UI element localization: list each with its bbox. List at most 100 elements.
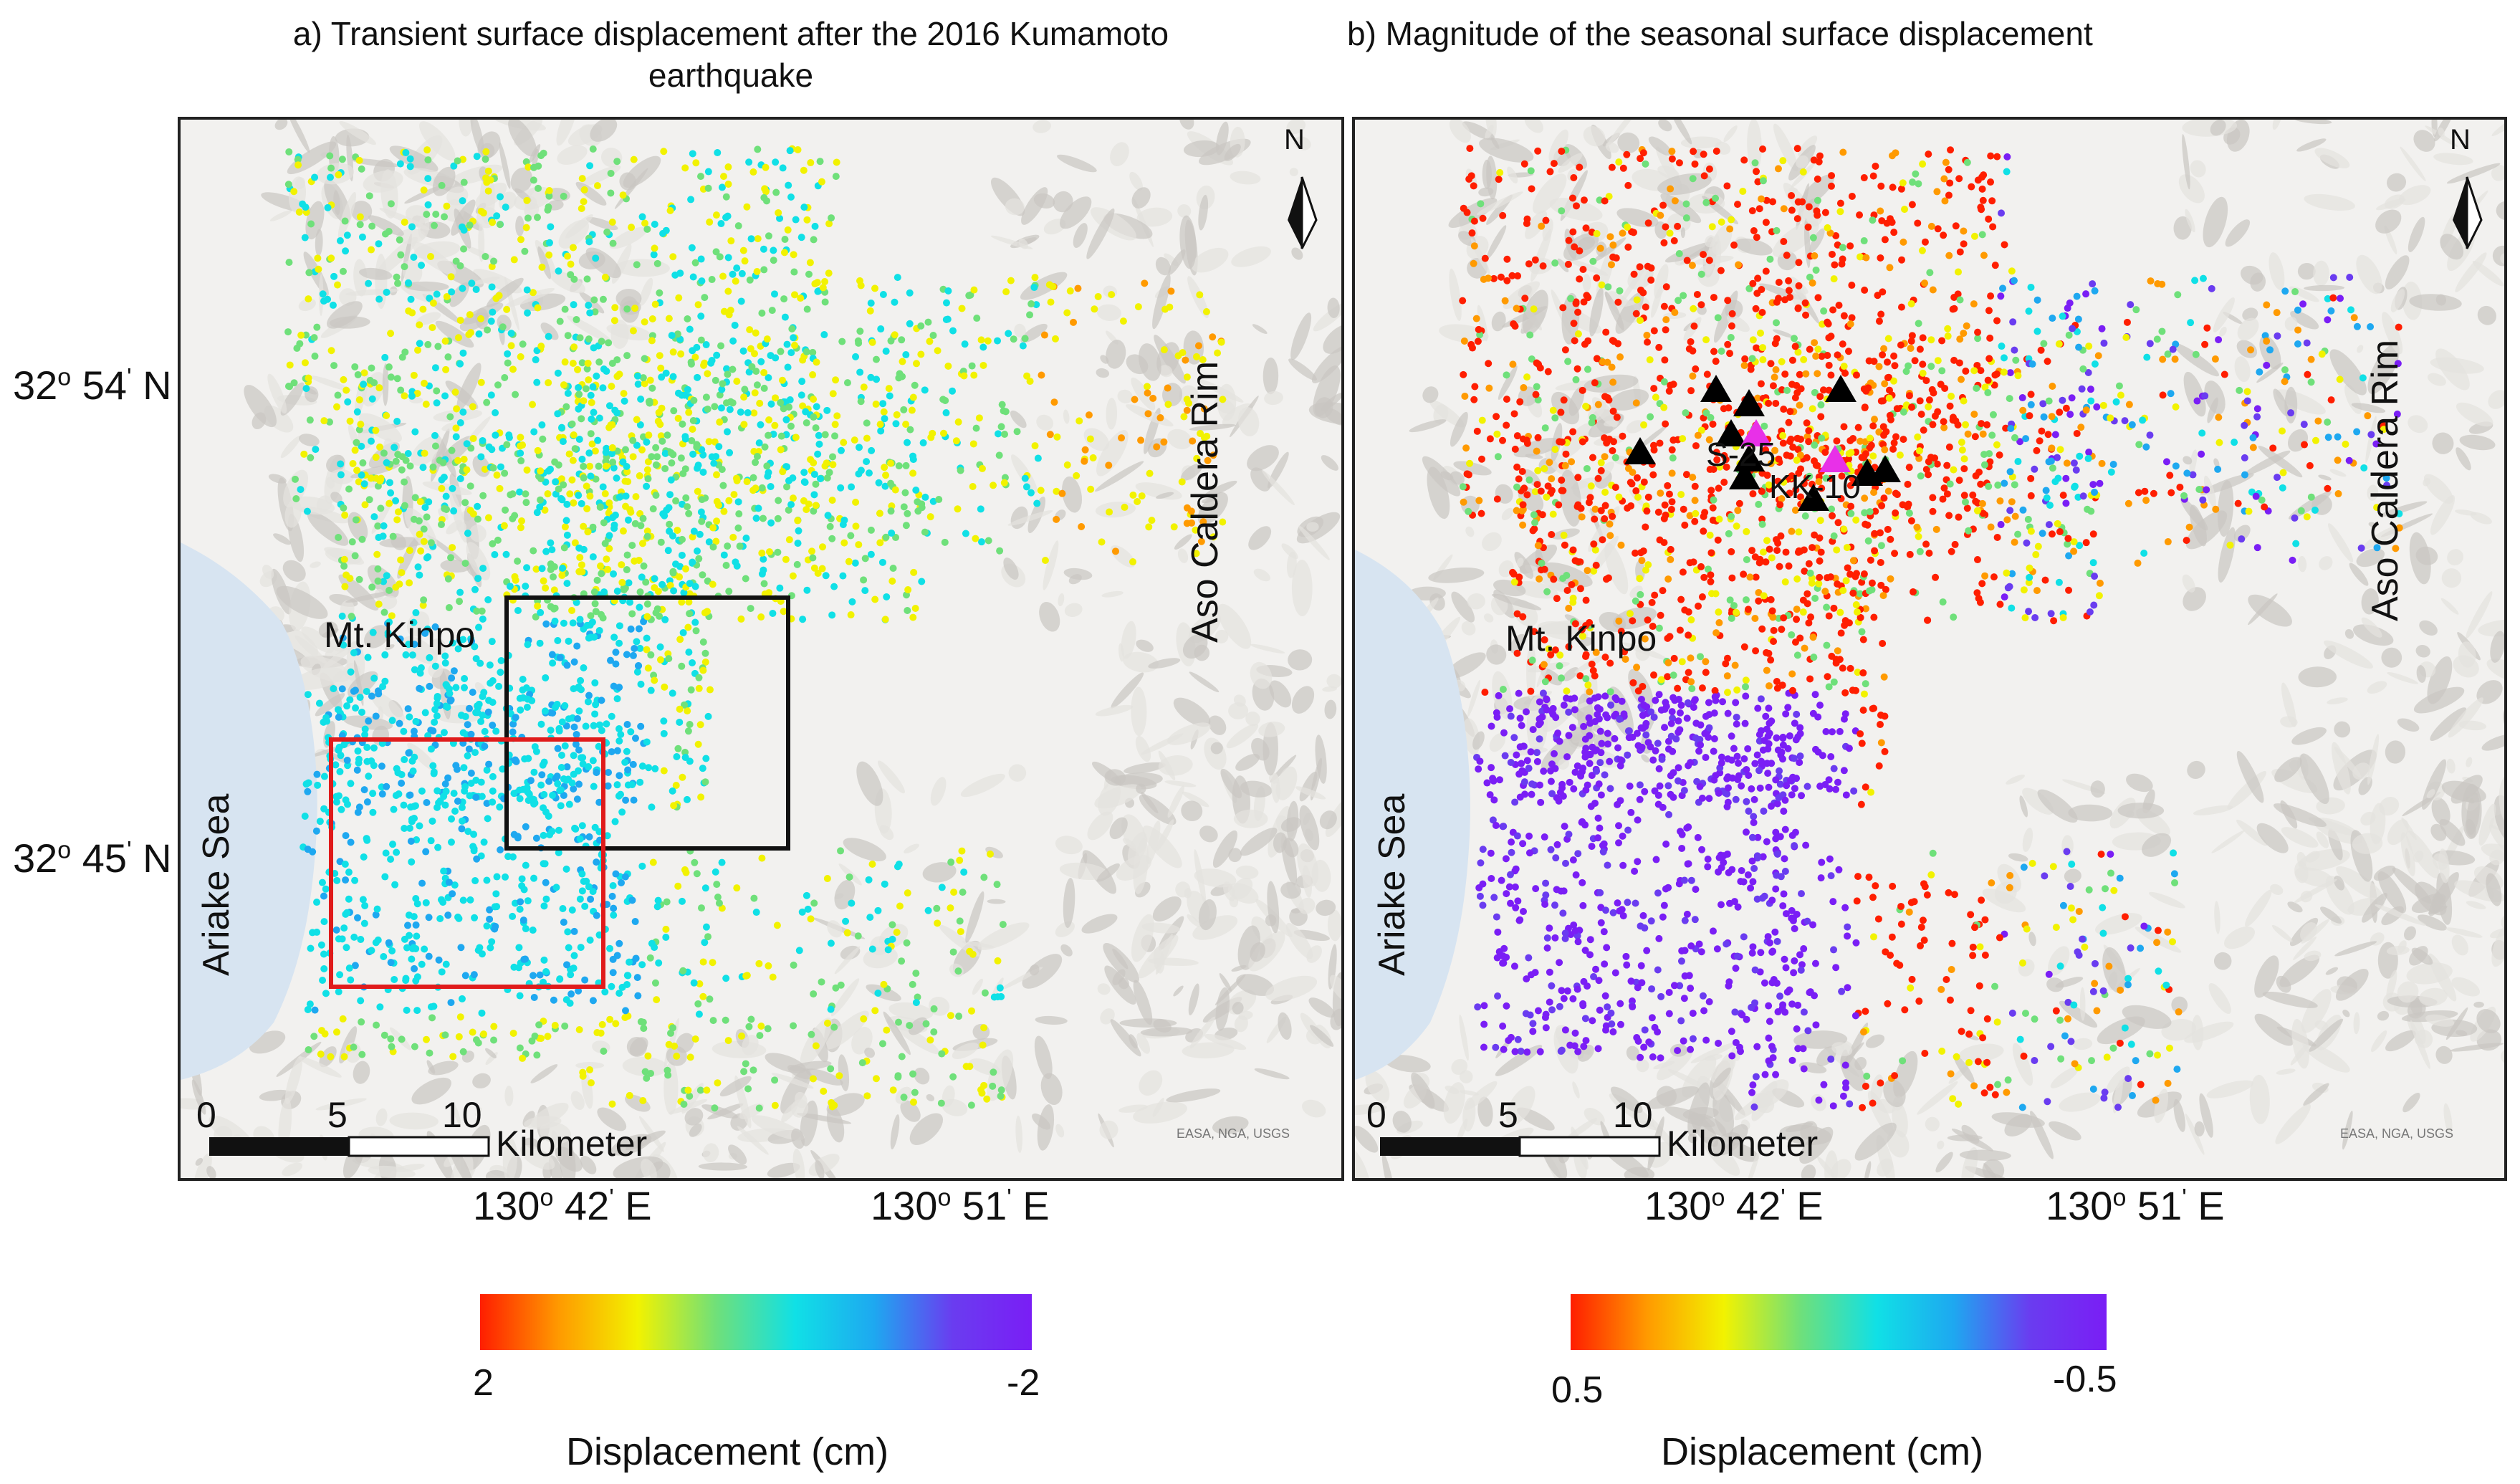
terrain-patch <box>2250 272 2266 292</box>
displacement-point <box>423 513 431 521</box>
displacement-point <box>354 914 362 921</box>
terrain-patch <box>1299 771 1318 802</box>
displacement-point <box>999 921 1007 929</box>
displacement-point <box>572 730 580 738</box>
displacement-point <box>431 364 439 372</box>
displacement-point <box>748 363 756 370</box>
displacement-point <box>921 386 929 394</box>
displacement-point <box>930 1028 938 1036</box>
displacement-point <box>354 747 362 755</box>
displacement-point <box>475 623 483 631</box>
terrain-patch <box>1298 897 1316 914</box>
displacement-point <box>313 928 321 936</box>
displacement-point <box>307 944 315 952</box>
terrain-patch <box>579 291 605 314</box>
displacement-point <box>563 580 571 588</box>
terrain-patch <box>1635 645 1650 661</box>
displacement-point <box>444 911 452 919</box>
displacement-point <box>1188 519 1196 527</box>
displacement-point <box>414 346 422 354</box>
terrain-patch <box>1224 143 1241 161</box>
displacement-point <box>609 955 617 963</box>
displacement-point <box>746 326 754 334</box>
displacement-point <box>409 767 417 775</box>
displacement-point <box>1000 407 1007 415</box>
displacement-point <box>374 577 382 585</box>
displacement-point <box>761 185 769 193</box>
displacement-point <box>552 704 560 712</box>
displacement-point <box>499 323 507 331</box>
displacement-point <box>651 244 658 252</box>
displacement-point <box>531 1032 539 1040</box>
displacement-point <box>661 683 669 691</box>
displacement-point <box>535 184 542 192</box>
displacement-point <box>658 373 666 381</box>
displacement-point <box>684 707 691 715</box>
displacement-point <box>714 893 722 901</box>
displacement-point <box>474 575 482 583</box>
terrain-patch <box>1321 455 1338 471</box>
terrain-patch <box>1524 120 1543 133</box>
map-panel-b[interactable]: N Mt. Kinpo Ariake Sea Aso Caldera Rim S… <box>1352 117 2507 1181</box>
displacement-point <box>353 466 361 474</box>
displacement-point <box>1118 434 1126 442</box>
terrain-patch <box>2294 879 2337 904</box>
displacement-point <box>340 504 348 512</box>
displacement-point <box>578 499 585 507</box>
terrain-patch <box>1477 191 1523 216</box>
displacement-point <box>689 150 696 158</box>
displacement-point <box>428 1014 436 1022</box>
displacement-point <box>1081 446 1089 454</box>
displacement-point <box>589 553 597 561</box>
map-a-canvas <box>181 120 1341 1178</box>
displacement-point <box>840 539 848 547</box>
displacement-point <box>902 522 910 530</box>
displacement-point <box>649 858 657 866</box>
terrain-patch <box>625 1130 666 1151</box>
displacement-point <box>623 721 631 729</box>
displacement-point <box>1920 426 1927 434</box>
map-panel-a[interactable]: N Mt. Kinpo Ariake Sea Aso Caldera Rim 0… <box>178 117 1344 1181</box>
displacement-point <box>767 400 775 408</box>
displacement-point <box>771 1076 779 1084</box>
displacement-point <box>818 978 825 986</box>
displacement-point <box>477 453 485 461</box>
displacement-point <box>449 639 456 647</box>
terrain-patch <box>1059 862 1108 881</box>
displacement-point <box>651 676 658 684</box>
terrain-patch <box>1449 268 1462 321</box>
displacement-point <box>418 960 426 968</box>
terrain-patch <box>1029 964 1040 976</box>
terrain-patch <box>475 1107 482 1116</box>
displacement-point <box>449 1053 457 1061</box>
displacement-point <box>545 251 553 259</box>
displacement-point <box>1520 383 1528 391</box>
displacement-point <box>353 766 361 774</box>
lat-tick-45: 32o 45' N <box>13 836 172 881</box>
displacement-point <box>529 927 537 934</box>
displacement-point <box>1189 437 1197 445</box>
displacement-point <box>651 765 659 772</box>
terrain-patch <box>991 177 1025 216</box>
displacement-point <box>643 482 651 490</box>
displacement-point <box>688 244 696 252</box>
displacement-point <box>591 600 599 608</box>
panel-b-lon-tick-42: 130o 42' E <box>1644 1183 1824 1228</box>
displacement-point <box>469 689 476 696</box>
displacement-point <box>627 625 635 633</box>
displacement-point <box>674 745 682 752</box>
displacement-point <box>613 158 621 166</box>
displacement-point <box>335 713 342 721</box>
displacement-point <box>1752 305 1760 312</box>
displacement-point <box>425 914 433 921</box>
displacement-point <box>633 372 641 380</box>
displacement-point <box>532 613 540 621</box>
displacement-point <box>1783 252 1791 259</box>
displacement-point <box>533 378 541 386</box>
displacement-point <box>662 369 670 377</box>
displacement-point <box>764 472 772 480</box>
displacement-point <box>476 659 484 667</box>
displacement-point <box>623 566 631 574</box>
terrain-patch <box>2304 193 2355 211</box>
displacement-point <box>552 478 560 486</box>
